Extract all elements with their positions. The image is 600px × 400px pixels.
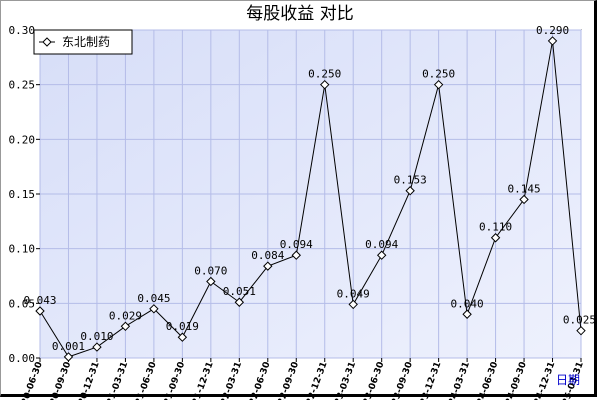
- y-tick-label: 0.20: [9, 133, 36, 146]
- data-label: 0.145: [507, 182, 540, 195]
- x-tick-label: 2023-03-31: [329, 361, 358, 400]
- x-tick-label: 2023-12-31: [414, 361, 443, 400]
- data-point: [177, 332, 188, 342]
- x-tick-label: 2024-09-30: [500, 361, 529, 400]
- x-tick-label: 2024-12-31: [528, 361, 557, 400]
- chart-title: 每股收益 对比: [246, 4, 353, 24]
- data-label: 0.001: [52, 340, 85, 353]
- x-tick-label: 2024-06-30: [471, 361, 500, 400]
- data-point: [433, 79, 444, 90]
- data-point: [376, 250, 387, 260]
- x-tick-label: 2023-09-30: [386, 361, 415, 400]
- y-tick-label: 0.10: [9, 243, 36, 256]
- data-point: [149, 304, 159, 314]
- y-tick-label: 0.00: [9, 352, 36, 365]
- y-axis-ticks: 0.00 0.05 0.10 0.15 0.20 0.25 0.30: [9, 24, 40, 365]
- data-label: 0.250: [308, 68, 341, 81]
- data-label: 0.084: [251, 249, 284, 262]
- data-point: [35, 306, 45, 316]
- data-label: 0.029: [109, 309, 142, 322]
- data-label: 0.250: [422, 68, 455, 81]
- x-tick-label: 2024-03-31: [443, 361, 472, 400]
- x-tick-label: 2022-09-30: [272, 361, 301, 400]
- data-label: 0.019: [166, 320, 199, 333]
- y-tick-label: 0.15: [9, 188, 36, 201]
- y-tick-label: 0.05: [9, 297, 36, 310]
- data-point: [320, 79, 330, 90]
- data-label: 0.043: [23, 294, 56, 307]
- data-label: 0.051: [223, 285, 256, 298]
- data-point: [405, 186, 415, 196]
- data-point: [263, 261, 273, 271]
- legend: 东北制药: [33, 29, 133, 55]
- legend-label: 东北制药: [62, 35, 110, 49]
- data-point: [462, 309, 472, 319]
- series-line: [39, 40, 582, 358]
- legend-marker: [42, 37, 52, 47]
- x-tick-label: 2021-06-30: [130, 361, 159, 400]
- x-tick-label: 2022-06-30: [244, 361, 273, 400]
- data-point: [348, 299, 358, 310]
- x-tick-label: 2020-09-30: [44, 361, 73, 400]
- data-point: [92, 342, 102, 352]
- x-tick-label: 2021-09-30: [158, 361, 187, 400]
- x-tick-label: 2021-03-31: [101, 361, 130, 400]
- x-tick-label: 2022-12-31: [300, 361, 329, 400]
- x-tick-label: 2021-12-31: [187, 361, 216, 400]
- x-axis-ticks: 2020-06-30 2020-09-30 2020-12-31 2021-03-31…: [16, 358, 586, 400]
- x-axis-label: 日期: [556, 373, 580, 387]
- data-point: [291, 250, 301, 260]
- x-tick-label: 2020-06-30: [16, 361, 45, 400]
- data-label: 0.110: [479, 221, 512, 234]
- data-label: 0.094: [280, 238, 313, 251]
- x-tick-label: 2020-12-31: [73, 361, 102, 400]
- data-label: 0.290: [536, 24, 569, 37]
- y-tick-label: 0.30: [9, 24, 36, 37]
- data-point: [120, 321, 131, 332]
- data-point: [547, 36, 558, 46]
- data-label: 0.025: [563, 314, 596, 327]
- data-label: 0.040: [451, 297, 484, 310]
- y-tick-label: 0.25: [9, 79, 36, 92]
- data-point: [234, 297, 245, 307]
- data-point: [490, 233, 501, 243]
- data-point: [576, 325, 586, 336]
- data-label: 0.045: [137, 292, 170, 305]
- x-tick-label: 2022-03-31: [215, 361, 244, 400]
- x-tick-label: 2023-06-30: [357, 361, 386, 400]
- data-point: [63, 352, 74, 362]
- data-label: 0.153: [394, 174, 427, 187]
- data-label: 0.094: [365, 238, 398, 251]
- data-label: 0.070: [194, 264, 227, 277]
- data-point: [206, 276, 216, 287]
- data-label: 0.010: [80, 330, 113, 343]
- data-label: 0.049: [337, 287, 370, 300]
- data-point: [519, 194, 529, 205]
